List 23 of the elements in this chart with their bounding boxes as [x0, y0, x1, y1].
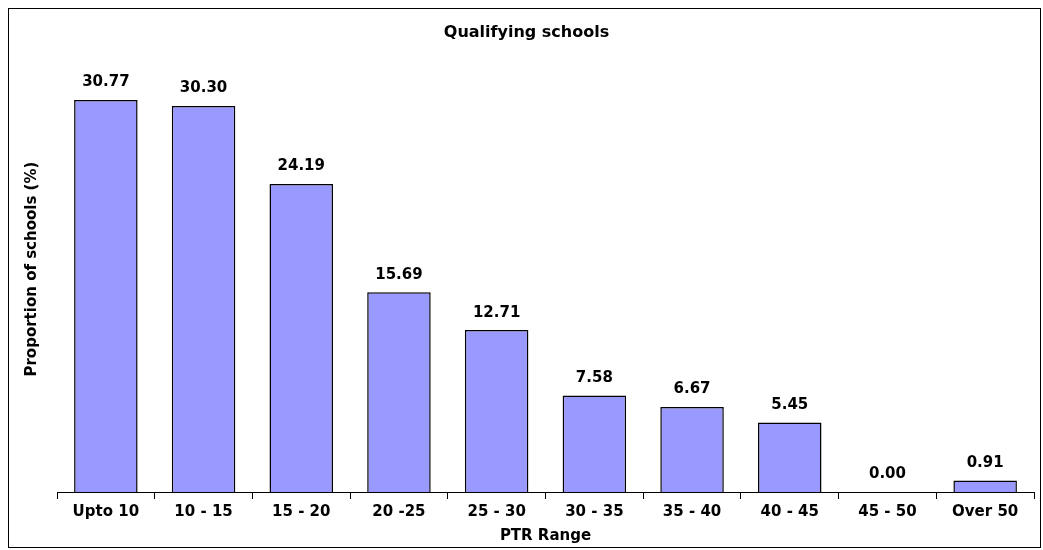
x-axis-title: PTR Range: [499, 525, 592, 544]
x-tick-label: 45 - 50: [858, 501, 917, 520]
data-label: 6.67: [673, 379, 711, 398]
data-label: 0.00: [868, 464, 906, 483]
data-label: 30.77: [82, 72, 130, 91]
x-tick-label: 35 - 40: [662, 501, 722, 520]
data-label: 24.19: [277, 156, 325, 175]
x-tick-label: 40 - 45: [760, 501, 819, 520]
x-tick-label: 30 - 35: [565, 501, 624, 520]
data-label: 15.69: [375, 264, 423, 283]
chart-title: Qualifying schools: [443, 21, 610, 41]
x-tick-label: 10 - 15: [174, 501, 233, 520]
x-tick-label: 20 -25: [372, 501, 426, 520]
x-tick-label: 15 - 20: [272, 501, 331, 520]
x-tick-label: Upto 10: [72, 501, 140, 520]
data-label: 5.45: [771, 394, 809, 413]
data-label: 30.30: [179, 78, 228, 97]
x-tick-label: 25 - 30: [467, 501, 526, 520]
x-tick-label: Over 50: [952, 501, 1019, 520]
y-axis-title: Proportion of schools (%): [21, 161, 40, 377]
data-label: 12.71: [472, 302, 521, 321]
data-label: 7.58: [575, 367, 613, 386]
data-label: 0.91: [966, 452, 1004, 471]
